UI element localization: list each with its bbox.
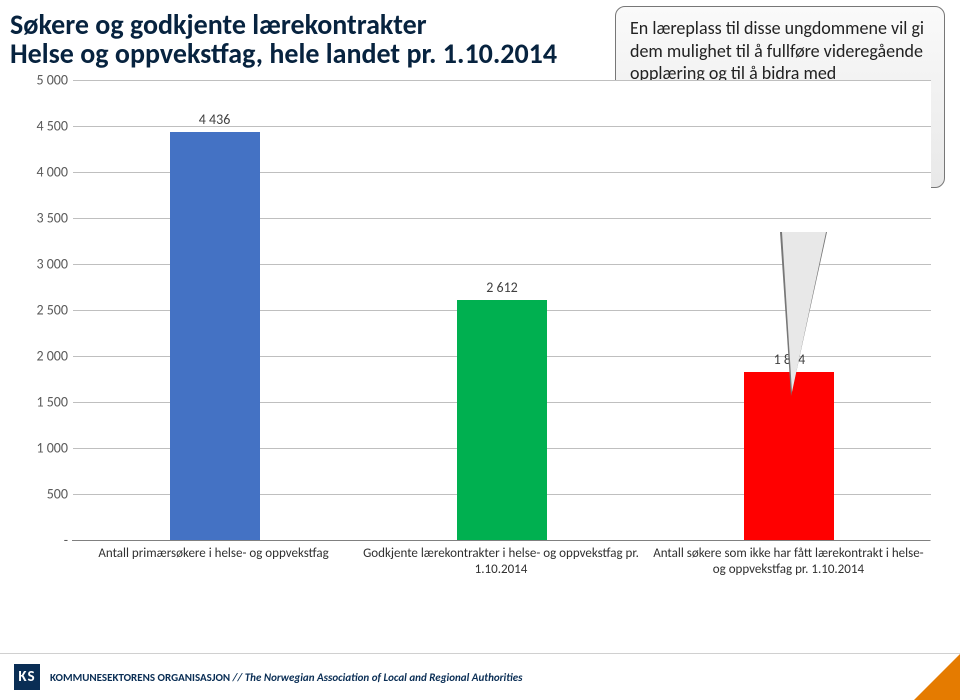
y-tick-label: 1 500 <box>20 394 68 411</box>
y-tick-label: 5 000 <box>20 72 68 89</box>
footer-bar: KS KOMMUNESEKTORENS ORGANISASJON // The … <box>0 653 960 700</box>
footer-logo: KS KOMMUNESEKTORENS ORGANISASJON // The … <box>14 664 522 690</box>
y-tick-label: 3 000 <box>20 256 68 273</box>
slide: Søkere og godkjente lærekontrakter Helse… <box>0 0 960 700</box>
y-tick-label: 2 500 <box>20 302 68 319</box>
chart-title: Søkere og godkjente lærekontrakter Helse… <box>10 10 620 69</box>
y-tick-label: - <box>20 532 68 549</box>
org-line-2: The Norwegian Association of Local and R… <box>245 671 523 684</box>
org-line-1: KOMMUNESEKTORENS ORGANISASJON <box>50 671 230 684</box>
x-category-label: Godkjente lærekontrakter i helse- og opp… <box>361 546 641 577</box>
bar: 2 612 <box>457 300 547 540</box>
y-tick-label: 3 500 <box>20 210 68 227</box>
bar: 4 436 <box>170 132 260 540</box>
bar-value-label: 2 612 <box>457 279 547 296</box>
footer-corner-accent <box>914 654 960 700</box>
x-axis-baseline <box>72 540 930 541</box>
x-category-label: Antall primærsøkere i helse- og oppvekst… <box>74 546 354 562</box>
bar-value-label: 4 436 <box>170 111 260 128</box>
logo-mark: KS <box>14 664 40 690</box>
y-tick-label: 1 000 <box>20 440 68 457</box>
logo-text: KOMMUNESEKTORENS ORGANISASJON // The Nor… <box>50 671 522 684</box>
title-line-2: Helse og oppvekstfag, hele landet pr. 1.… <box>10 39 620 68</box>
gridline <box>73 80 931 81</box>
y-tick-label: 4 000 <box>20 164 68 181</box>
y-tick-label: 4 500 <box>20 118 68 135</box>
bar: 1 824 <box>744 372 834 540</box>
y-tick-label: 2 000 <box>20 348 68 365</box>
y-tick-label: 500 <box>20 486 68 503</box>
x-category-label: Antall søkere som ikke har fått lærekont… <box>648 546 928 577</box>
callout-tail <box>782 232 826 392</box>
title-line-1: Søkere og godkjente lærekontrakter <box>10 10 620 39</box>
